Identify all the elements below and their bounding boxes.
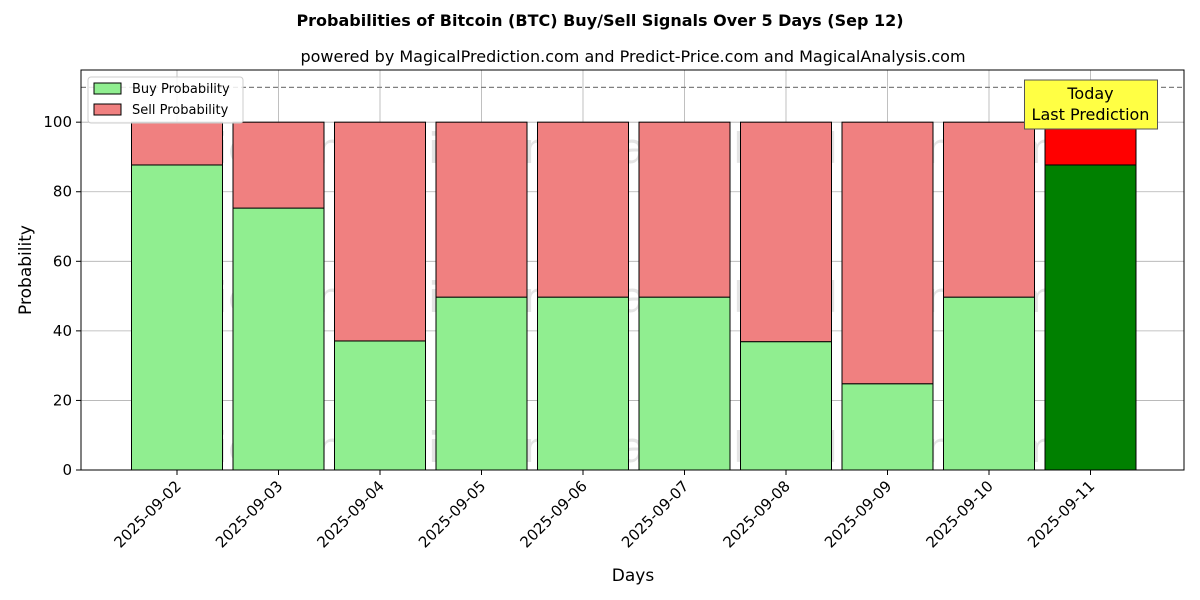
plot-frame [80, 69, 1185, 471]
sell-bar [435, 121, 528, 298]
sell-bar [740, 121, 832, 343]
sell-bar [841, 121, 934, 385]
x-tick-label: 2025-09-02 [110, 477, 184, 551]
x-axis: 2025-09-02 2025-09-03 2025-09-04 2025-09-05… [110, 470, 1098, 551]
x-tick-label: 2025-09-10 [922, 477, 996, 551]
sell-bar [638, 121, 731, 298]
bars [131, 121, 1137, 471]
y-axis: 0 20 40 60 80 100 [43, 113, 81, 479]
buy-bar [1044, 164, 1137, 471]
x-tick-label: 2025-09-05 [415, 477, 489, 551]
annotation-today: Today [1066, 84, 1113, 103]
buy-bar [232, 207, 325, 471]
x-tick-label: 2025-09-07 [618, 477, 692, 551]
sell-bar [334, 121, 426, 342]
y-tick-label: 0 [62, 461, 72, 479]
legend: Buy Probability Sell Probability [87, 76, 244, 124]
buy-bar [537, 296, 629, 471]
annotation-box [1024, 79, 1158, 130]
y-tick-label: 20 [53, 391, 72, 409]
y-tick-label: 60 [53, 252, 72, 270]
legend-swatch-buy [93, 82, 122, 95]
today-annotation: Today Last Prediction [1024, 79, 1158, 130]
buy-bar [841, 383, 934, 471]
annotation-last-prediction: Last Prediction [1032, 105, 1150, 124]
sell-bar [232, 121, 325, 209]
x-tick-label: 2025-09-11 [1024, 477, 1098, 551]
buy-bar [638, 296, 731, 471]
chart-title: Probabilities of Bitcoin (BTC) Buy/Sell … [296, 11, 903, 30]
legend-box [87, 76, 244, 124]
chart-subtitle: powered by MagicalPrediction.com and Pre… [300, 47, 965, 66]
buy-bar [435, 296, 528, 471]
sell-bar [537, 121, 629, 298]
y-tick-label: 40 [53, 322, 72, 340]
buy-bar [943, 296, 1035, 471]
buy-bar [740, 341, 832, 471]
x-tick-label: 2025-09-03 [212, 477, 286, 551]
x-axis-label: Days [612, 566, 655, 586]
y-axis-label: Probability [16, 225, 36, 315]
x-tick-label: 2025-09-04 [313, 477, 387, 551]
buy-bar [334, 340, 426, 471]
x-tick-label: 2025-09-08 [719, 477, 793, 551]
sell-bar [131, 121, 223, 166]
sell-bar [943, 121, 1035, 298]
x-tick-label: 2025-09-09 [821, 477, 895, 551]
y-tick-label: 80 [53, 183, 72, 201]
buy-bar [131, 164, 223, 471]
x-tick-label: 2025-09-06 [516, 477, 590, 551]
legend-label-sell: Sell Probability [132, 103, 229, 118]
legend-label-buy: Buy Probability [132, 82, 230, 97]
y-tick-label: 100 [43, 113, 72, 131]
legend-swatch-sell [93, 103, 122, 116]
